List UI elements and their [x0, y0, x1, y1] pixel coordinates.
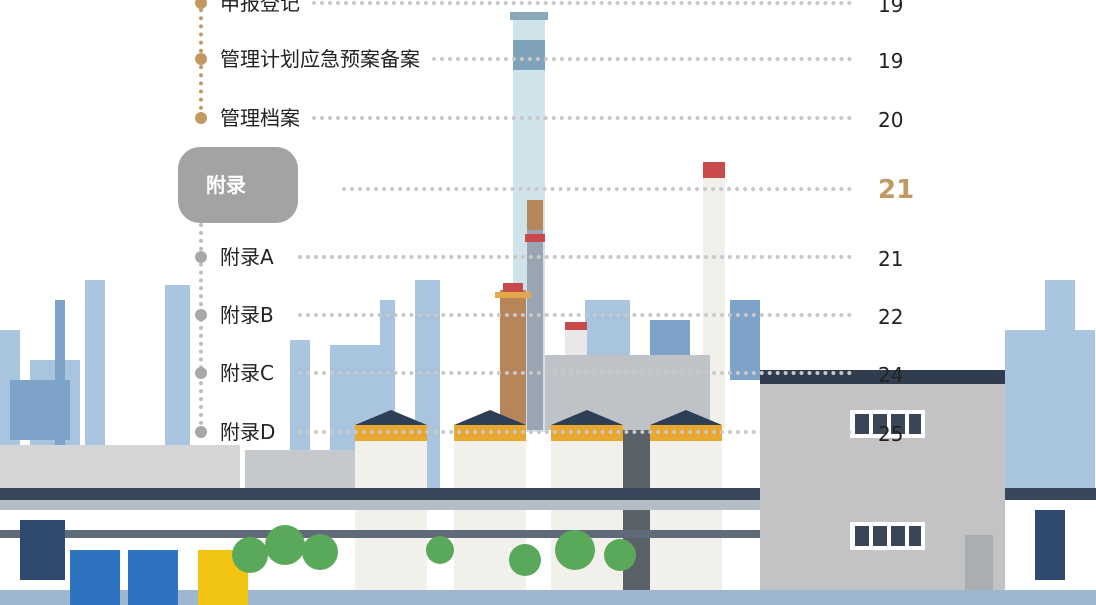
section-pill: 附录 — [178, 147, 298, 223]
entry-label: 附录C — [220, 361, 274, 385]
bullet — [195, 112, 207, 124]
leader-dots — [298, 430, 852, 434]
bullet — [195, 426, 207, 438]
leader-dots — [298, 255, 852, 259]
section-page-number: 21 — [878, 175, 915, 205]
leader-dots — [432, 57, 852, 61]
page-number: 24 — [878, 363, 904, 387]
leader-dots — [312, 1, 852, 5]
connector — [199, 223, 203, 433]
entry-label: 附录A — [220, 245, 274, 269]
page-number: 20 — [878, 108, 904, 132]
bullet — [195, 367, 207, 379]
page-number: 22 — [878, 305, 904, 329]
page-number: 21 — [878, 247, 904, 271]
entry-label: 管理计划应急预案备案 — [220, 47, 420, 71]
page-number: 19 — [878, 49, 904, 73]
leader-dots — [342, 187, 852, 191]
entry-label: 附录D — [220, 420, 276, 444]
bullet — [195, 309, 207, 321]
entry-label: 管理档案 — [220, 106, 300, 130]
leader-dots — [298, 371, 852, 375]
page-number: 25 — [878, 422, 904, 446]
leader-dots — [312, 116, 852, 120]
bullet — [195, 251, 207, 263]
entry-label: 附录B — [220, 303, 274, 327]
bullet — [195, 53, 207, 65]
entry-label: 申报登记 — [220, 0, 300, 15]
leader-dots — [298, 313, 852, 317]
page-number: 19 — [878, 0, 904, 17]
bullet — [195, 0, 207, 9]
